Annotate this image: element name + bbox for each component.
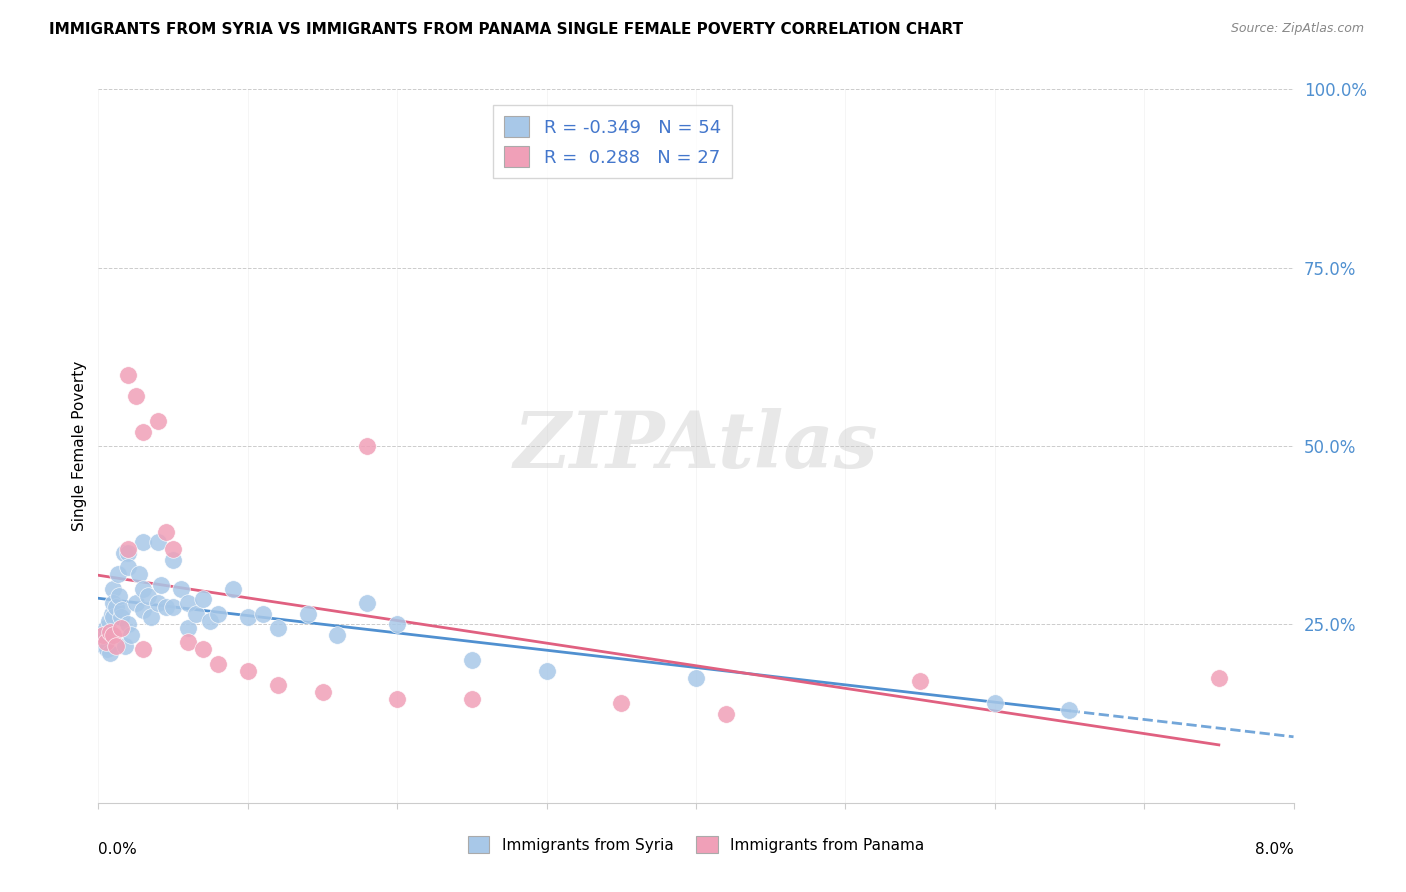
Point — [132, 603, 155, 617]
Point — [1059, 703, 1081, 717]
Point — [297, 607, 319, 621]
Point — [132, 535, 155, 549]
Point — [105, 599, 128, 614]
Text: Source: ZipAtlas.com: Source: ZipAtlas.com — [1230, 22, 1364, 36]
Point — [98, 624, 122, 639]
Point — [120, 628, 142, 642]
Point — [177, 596, 200, 610]
Point — [111, 603, 134, 617]
Point — [326, 628, 349, 642]
Point — [385, 617, 409, 632]
Point — [97, 614, 120, 628]
Point — [125, 389, 148, 403]
Point — [93, 639, 115, 653]
Point — [908, 674, 931, 689]
Point — [103, 628, 125, 642]
Text: ZIPAtlas: ZIPAtlas — [513, 408, 879, 484]
Point — [91, 628, 114, 642]
Point — [101, 607, 124, 621]
Point — [103, 582, 125, 596]
Point — [96, 642, 118, 657]
Point — [110, 610, 132, 624]
Point — [685, 671, 707, 685]
Point — [536, 664, 558, 678]
Point — [117, 560, 139, 574]
Point — [356, 596, 378, 610]
Point — [117, 617, 139, 632]
Point — [200, 614, 222, 628]
Point — [461, 692, 484, 706]
Point — [110, 621, 132, 635]
Point — [385, 692, 409, 706]
Text: 0.0%: 0.0% — [98, 842, 138, 857]
Point — [112, 546, 135, 560]
Point — [117, 368, 139, 382]
Point — [132, 642, 155, 657]
Point — [267, 621, 290, 635]
Point — [148, 414, 170, 428]
Point — [125, 596, 148, 610]
Point — [117, 542, 139, 557]
Point — [207, 607, 229, 621]
Point — [117, 546, 139, 560]
Point — [252, 607, 274, 621]
Point — [177, 621, 200, 635]
Point — [98, 646, 122, 660]
Point — [191, 642, 214, 657]
Legend: Immigrants from Syria, Immigrants from Panama: Immigrants from Syria, Immigrants from P… — [461, 830, 931, 859]
Point — [311, 685, 333, 699]
Point — [236, 664, 259, 678]
Point — [267, 678, 290, 692]
Point — [91, 628, 114, 642]
Point — [107, 567, 129, 582]
Point — [610, 696, 633, 710]
Point — [128, 567, 150, 582]
Point — [191, 592, 214, 607]
Point — [236, 610, 259, 624]
Point — [162, 553, 184, 567]
Point — [132, 582, 155, 596]
Text: IMMIGRANTS FROM SYRIA VS IMMIGRANTS FROM PANAMA SINGLE FEMALE POVERTY CORRELATIO: IMMIGRANTS FROM SYRIA VS IMMIGRANTS FROM… — [49, 22, 963, 37]
Point — [162, 599, 184, 614]
Point — [714, 706, 737, 721]
Point — [136, 589, 159, 603]
Point — [114, 639, 136, 653]
Point — [108, 589, 131, 603]
Point — [461, 653, 484, 667]
Point — [169, 582, 191, 596]
Point — [148, 535, 170, 549]
Point — [184, 607, 207, 621]
Point — [103, 596, 125, 610]
Point — [1208, 671, 1230, 685]
Point — [207, 657, 229, 671]
Point — [132, 425, 155, 439]
Point — [984, 696, 1007, 710]
Point — [155, 524, 177, 539]
Y-axis label: Single Female Poverty: Single Female Poverty — [72, 361, 87, 531]
Point — [139, 610, 162, 624]
Point — [155, 599, 177, 614]
Point — [148, 596, 170, 610]
Point — [103, 610, 125, 624]
Point — [105, 639, 128, 653]
Point — [177, 635, 200, 649]
Point — [150, 578, 173, 592]
Point — [94, 621, 117, 635]
Point — [94, 635, 117, 649]
Point — [222, 582, 245, 596]
Point — [162, 542, 184, 557]
Text: 8.0%: 8.0% — [1254, 842, 1294, 857]
Point — [356, 439, 378, 453]
